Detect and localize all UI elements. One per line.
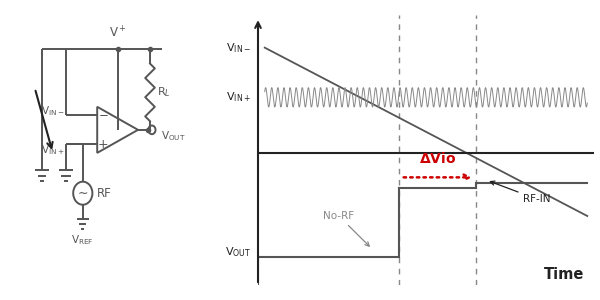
Text: V$_{\rm OUT}$: V$_{\rm OUT}$ bbox=[161, 129, 185, 143]
Text: −: − bbox=[98, 109, 108, 122]
Text: V$^+$: V$^+$ bbox=[109, 25, 127, 40]
Text: V$_{\rm IN+}$: V$_{\rm IN+}$ bbox=[226, 90, 251, 104]
Text: V$_{\rm IN-}$: V$_{\rm IN-}$ bbox=[226, 41, 251, 55]
Text: V$_{\rm IN+}$: V$_{\rm IN+}$ bbox=[41, 143, 65, 157]
Text: $\mathbf{\Delta Vio}$: $\mathbf{\Delta Vio}$ bbox=[419, 151, 457, 166]
Text: ∼: ∼ bbox=[77, 187, 88, 200]
Text: RF: RF bbox=[97, 187, 112, 200]
Text: R$_L$: R$_L$ bbox=[157, 85, 171, 99]
Text: No-RF: No-RF bbox=[323, 211, 369, 246]
Text: Time: Time bbox=[544, 267, 584, 282]
Text: +: + bbox=[98, 138, 109, 151]
Text: V$_{\rm REF}$: V$_{\rm REF}$ bbox=[71, 233, 94, 247]
Text: V$_{\rm OUT}$: V$_{\rm OUT}$ bbox=[225, 245, 251, 259]
Text: V$_{\rm IN-}$: V$_{\rm IN-}$ bbox=[41, 104, 65, 118]
Text: RF-IN: RF-IN bbox=[490, 181, 551, 204]
